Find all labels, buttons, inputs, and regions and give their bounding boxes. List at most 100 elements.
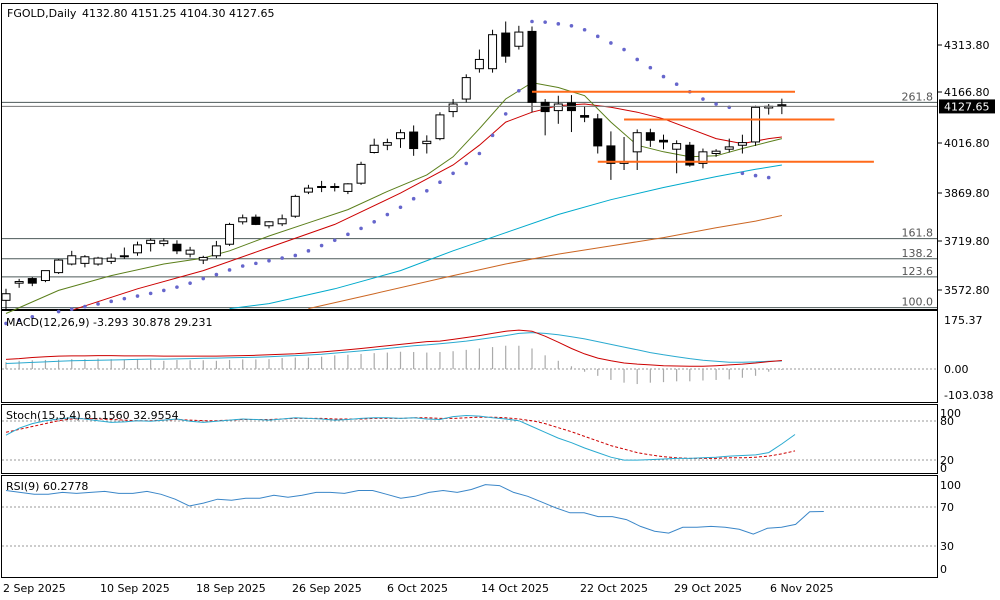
sar-dot	[595, 34, 600, 39]
sar-dot	[569, 23, 574, 28]
sar-dot	[622, 47, 626, 52]
ma-brown-line	[308, 215, 783, 310]
rsi-pane[interactable]	[1, 475, 938, 578]
stochastic-indicator	[5, 414, 796, 461]
rsi-line	[5, 484, 824, 535]
candle-body	[290, 195, 300, 217]
sar-dot	[122, 296, 127, 301]
sar-dot	[30, 315, 35, 319]
sar-dot	[753, 173, 758, 178]
rsi-tick: 70	[940, 501, 954, 514]
candle-body	[343, 183, 353, 192]
rsi-label: RSI(9) 60.2778	[6, 480, 88, 493]
candle-body	[435, 114, 445, 140]
sar-dot	[188, 281, 192, 285]
sar-dot	[240, 264, 245, 268]
candle-body	[422, 140, 432, 145]
candle-body	[606, 145, 616, 164]
sar-dot	[543, 20, 547, 24]
current-price-value: 4127.65	[944, 100, 990, 113]
sar-dot	[530, 19, 534, 24]
candle-body	[659, 139, 668, 143]
sar-dot	[385, 212, 390, 217]
candle-body	[501, 32, 511, 57]
sar-dot	[477, 151, 482, 156]
candle-body	[40, 270, 50, 282]
price-tick: 3719.80	[944, 235, 990, 248]
stoch-tick: 80	[940, 415, 954, 428]
macd-label: MACD(12,26,9) -3.293 30.878 29.231	[6, 316, 212, 329]
candle-body	[14, 281, 24, 284]
rsi-axis: 100 70 30 0	[940, 479, 961, 576]
candle-body	[685, 144, 695, 166]
price-axis: 4313.80 4166.80 4016.80 3869.80 3719.80 …	[938, 39, 990, 297]
main-pane[interactable]	[1, 3, 938, 310]
candle-body	[711, 150, 721, 154]
stoch-axis: 100 80 20 0	[940, 407, 961, 475]
sar-dot	[740, 171, 745, 176]
sar-dot	[4, 321, 8, 326]
sar-dot	[162, 288, 166, 293]
sar-dot	[96, 302, 100, 306]
rsi-indicator	[5, 484, 824, 535]
sar-dot	[267, 258, 271, 263]
candle-body	[172, 243, 182, 252]
sar-dot	[701, 97, 705, 101]
candles	[1, 21, 787, 311]
fib-level-label: 123.6	[902, 265, 934, 278]
candle-body	[54, 259, 64, 274]
price-tick: 3572.80	[944, 284, 990, 297]
sar-dot	[346, 232, 350, 237]
sar-dot	[83, 304, 87, 309]
candle-body	[369, 144, 379, 154]
candle-body	[119, 255, 129, 258]
candle-body	[553, 103, 563, 112]
sar-dot	[648, 65, 653, 70]
candle-body	[461, 77, 471, 100]
sar-dot	[227, 268, 232, 272]
sar-dot	[135, 294, 140, 298]
sar-dot	[148, 291, 153, 296]
candle-body	[264, 221, 274, 227]
stoch-tick: 100	[940, 407, 961, 420]
sar-dot	[201, 276, 206, 281]
sar-dot	[332, 238, 337, 243]
symbol-label: FGOLD,Daily	[7, 7, 77, 20]
macd-main-line	[5, 332, 782, 364]
date-tick: 18 Sep 2025	[196, 582, 266, 595]
candle-body	[146, 239, 156, 245]
candle-body	[751, 106, 761, 143]
candle-body	[225, 223, 235, 245]
sar-dot	[306, 249, 311, 253]
fib-level-label: 161.8	[902, 227, 934, 240]
sar-dot	[425, 188, 429, 193]
date-tick: 10 Sep 2025	[100, 582, 170, 595]
candle-body	[540, 101, 550, 113]
candle-body	[251, 216, 261, 225]
candle-body	[698, 151, 708, 164]
sar-dot	[411, 196, 416, 201]
macd-axis: 175.37 0.00 -103.038	[944, 314, 993, 402]
candle-body	[356, 163, 366, 184]
sar-dot	[517, 88, 521, 93]
support-resistance-lines	[532, 90, 874, 163]
candle-body	[317, 185, 327, 188]
price-tick: 4166.80	[944, 86, 990, 99]
candle-body	[396, 132, 405, 140]
fibonacci-levels: 261.8 161.8 138.2 123.6 100.0	[2, 90, 937, 309]
macd-tick: 0.00	[944, 363, 969, 376]
current-price-tag	[939, 99, 995, 114]
candle-body	[382, 142, 392, 146]
candle-body	[737, 142, 747, 146]
sar-dot	[609, 41, 613, 45]
price-tick: 4313.80	[944, 39, 990, 52]
candle-body	[514, 31, 524, 47]
candle-body	[277, 218, 287, 225]
sar-dot	[254, 261, 258, 266]
fib-level-label: 138.2	[902, 247, 934, 260]
rsi-tick: 100	[940, 479, 961, 492]
sar-dot	[438, 180, 442, 184]
candle-body	[672, 143, 682, 150]
stoch-tick: 0	[940, 462, 947, 475]
